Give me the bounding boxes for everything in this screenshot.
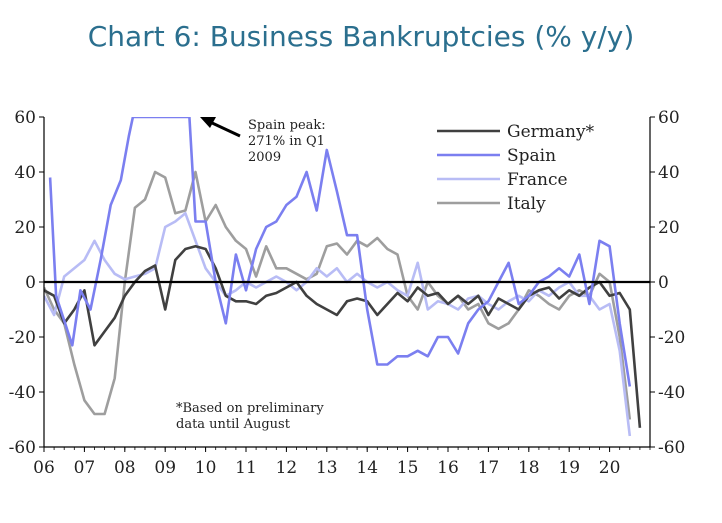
x-tick-label: 09 (154, 458, 176, 478)
x-tick-label: 11 (235, 458, 257, 478)
x-tick-label: 08 (114, 458, 136, 478)
spain-peak-arrow-head (200, 117, 216, 128)
spain-peak-arrow-shaft (209, 120, 241, 138)
y-tick-label-left: 60 (14, 108, 36, 128)
y-tick-label-left: -20 (9, 328, 36, 348)
x-tick-label: 14 (356, 458, 378, 478)
footnote-line: data until August (176, 417, 291, 432)
y-tick-label-right: -20 (658, 328, 685, 348)
y-tick-label-right: 0 (658, 273, 669, 293)
x-tick-label: 16 (437, 458, 459, 478)
legend-label-france: France (507, 170, 568, 190)
y-tick-label-right: 20 (658, 218, 680, 238)
series-line-france (44, 212, 632, 437)
x-tick-label: 12 (276, 458, 298, 478)
x-tick-label: 19 (558, 458, 580, 478)
x-tick-label: 18 (518, 458, 540, 478)
series-line-germany (44, 245, 642, 428)
spain-peak-note-line: 271% in Q1 (248, 134, 325, 149)
x-tick-label: 06 (33, 458, 55, 478)
x-tick-label: 15 (397, 458, 419, 478)
y-tick-label-right: -60 (658, 438, 685, 458)
y-tick-label-left: 40 (14, 163, 36, 183)
spain-peak-note-line: Spain peak: (248, 118, 326, 133)
y-tick-label-left: 20 (14, 218, 36, 238)
x-tick-label: 07 (74, 458, 96, 478)
chart-title: Chart 6: Business Bankruptcies (% y/y) (87, 20, 635, 53)
y-tick-label-left: -60 (9, 438, 36, 458)
x-tick-label: 17 (478, 458, 500, 478)
legend: Germany* Spain France Italy (437, 122, 595, 214)
y-tick-label-right: 60 (658, 108, 680, 128)
x-tick-label: 13 (316, 458, 338, 478)
x-tick-label: 20 (599, 458, 621, 478)
footnote-line: *Based on preliminary (176, 401, 324, 416)
legend-label-spain: Spain (507, 146, 556, 166)
x-tick-label: 10 (195, 458, 217, 478)
y-tick-label-left: 0 (25, 273, 36, 293)
legend-label-germany: Germany* (507, 122, 595, 142)
legend-label-italy: Italy (507, 194, 546, 214)
y-tick-label-left: -40 (9, 383, 36, 403)
spain-peak-note-line: 2009 (248, 150, 281, 165)
y-tick-label-right: 40 (658, 163, 680, 183)
y-tick-label-right: -40 (658, 383, 685, 403)
